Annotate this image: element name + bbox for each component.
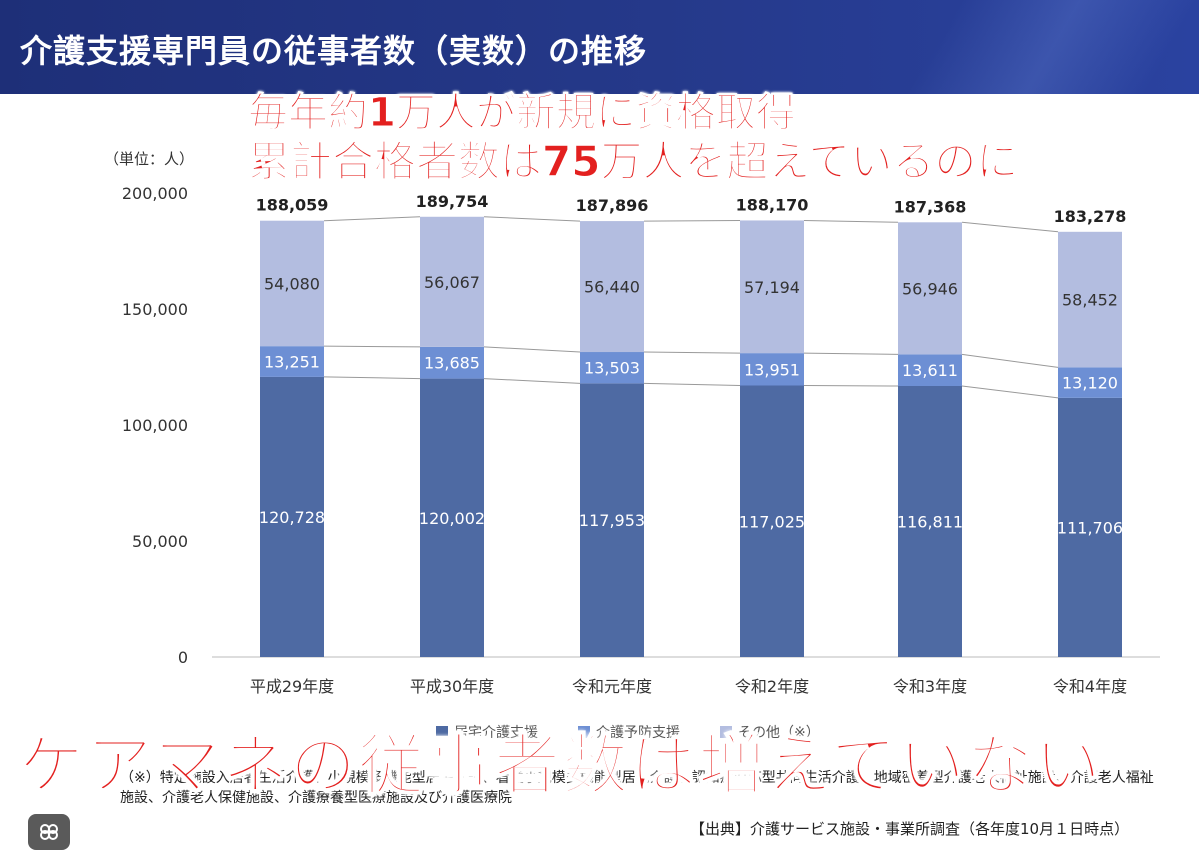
x-tick-label: 令和元年度 — [572, 677, 652, 696]
data-label: 120,002 — [419, 509, 485, 528]
y-tick-label: 150,000 — [122, 300, 188, 319]
chart-legend: 居宅介護支援 介護予防支援 その他（※） — [436, 722, 820, 742]
data-label: 111,706 — [1057, 518, 1123, 537]
connector-line — [483, 378, 581, 384]
data-label: 13,611 — [902, 361, 958, 380]
bar-segment — [898, 222, 962, 355]
bar-segment — [740, 220, 804, 354]
legend-label: 介護予防支援 — [596, 725, 680, 741]
bar-segment — [260, 220, 324, 347]
bar-segment — [1058, 367, 1122, 398]
data-label: 56,946 — [902, 279, 958, 298]
bar-segment — [420, 216, 484, 347]
header-bar: 介護支援専門員の従事者数（実数）の推移 — [0, 0, 1199, 94]
total-label: 189,754 — [416, 192, 489, 211]
total-label: 183,278 — [1054, 207, 1127, 226]
connector-line — [483, 216, 581, 222]
legend-item: その他（※） — [720, 722, 820, 742]
data-label: 56,440 — [584, 278, 640, 297]
brain-icon-glyph — [40, 824, 58, 840]
y-tick-label: 200,000 — [122, 184, 188, 203]
connector-line — [961, 353, 1059, 368]
bar-segment — [260, 346, 324, 377]
overlay-main-caption: ケアマネの従事者数は増えていない — [17, 726, 1103, 805]
data-label: 120,728 — [259, 508, 325, 527]
connector-line — [323, 345, 421, 348]
connector-line — [961, 385, 1059, 399]
data-label: 13,251 — [264, 353, 320, 372]
y-tick-label: 100,000 — [122, 416, 188, 435]
x-tick-label: 令和3年度 — [893, 677, 967, 696]
page-title: 介護支援専門員の従事者数（実数）の推移 — [20, 32, 648, 70]
connector-line — [483, 346, 581, 353]
bar-segment — [898, 385, 962, 657]
total-label: 188,059 — [256, 196, 329, 215]
legend-item: 介護予防支援 — [578, 722, 680, 742]
bar-segment — [420, 378, 484, 657]
data-label: 116,811 — [897, 512, 963, 531]
data-label: 13,685 — [424, 354, 480, 373]
bar-segment — [1058, 231, 1122, 368]
bar-segment — [580, 383, 644, 657]
brain-icon[interactable] — [28, 814, 70, 850]
bar-segment — [260, 376, 324, 657]
data-label: 13,503 — [584, 359, 640, 378]
bar-segment — [580, 352, 644, 384]
bar-segment — [898, 354, 962, 386]
unit-label: （単位：人） — [104, 150, 195, 168]
connector-line — [803, 352, 899, 355]
data-label: 54,080 — [264, 274, 320, 293]
legend-swatch — [578, 726, 590, 738]
bar-segment — [1058, 397, 1122, 657]
data-label: 56,067 — [424, 273, 480, 292]
overlay-caption-1: 毎年約1万人が新規に資格取得 — [248, 90, 797, 137]
connector-line — [803, 219, 899, 223]
legend-label: 居宅介護支援 — [454, 725, 538, 741]
x-tick-label: 平成30年度 — [410, 677, 494, 696]
connector-line — [323, 376, 421, 380]
legend-swatch — [720, 726, 732, 738]
data-label: 117,953 — [579, 511, 645, 530]
x-tick-label: 令和2年度 — [735, 677, 809, 696]
total-label: 188,170 — [736, 195, 809, 214]
connector-line — [961, 221, 1059, 233]
connector-line — [643, 219, 741, 222]
connector-line — [323, 216, 421, 222]
bar-segment — [740, 353, 804, 386]
connector-line — [643, 382, 741, 387]
total-label: 187,896 — [576, 196, 649, 215]
total-label: 187,368 — [894, 197, 967, 216]
overlay-caption-2: 累計合格者数は75万人を超えているのに — [247, 137, 1019, 187]
x-tick-label: 令和4年度 — [1053, 677, 1127, 696]
bar-segment — [580, 221, 644, 353]
connector-line — [643, 351, 741, 354]
legend-label: その他（※） — [738, 725, 820, 741]
data-label: 117,025 — [739, 512, 805, 531]
legend-item: 居宅介護支援 — [436, 722, 538, 742]
data-label: 57,194 — [744, 278, 800, 297]
y-tick-label: 0 — [178, 648, 188, 667]
header-decoration — [819, 0, 1199, 94]
data-label: 13,120 — [1062, 374, 1118, 393]
bar-segment — [740, 385, 804, 657]
legend-swatch — [436, 726, 448, 738]
data-label: 13,951 — [744, 360, 800, 379]
x-tick-label: 平成29年度 — [250, 677, 334, 696]
source-citation: 【出典】介護サービス施設・事業所調査（各年度10月１日時点） — [690, 820, 1130, 838]
footnote: （※）特定施設入居者生活介護、小規模多機能型居宅介護、看護小規模多機能型居宅介護… — [120, 770, 1154, 806]
bar-segment — [420, 346, 484, 379]
y-tick-label: 50,000 — [132, 532, 188, 551]
data-label: 58,452 — [1062, 291, 1118, 310]
